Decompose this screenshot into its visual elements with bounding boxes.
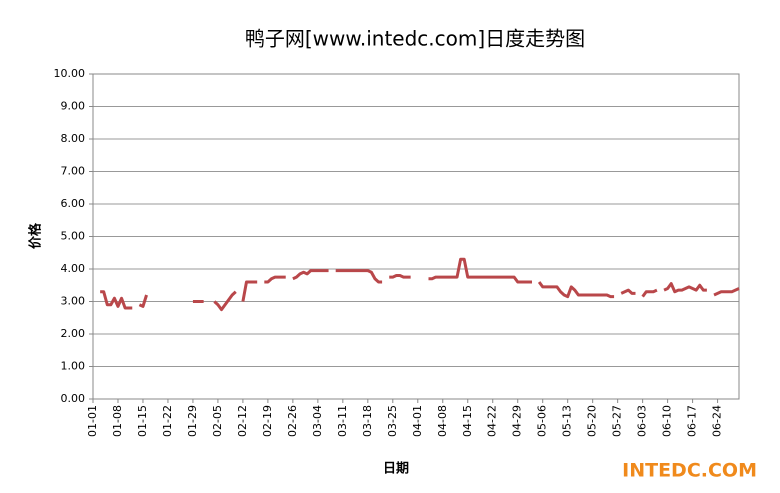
y-axis-title: 价格 bbox=[28, 222, 44, 249]
x-tick-label: 01-15 bbox=[136, 405, 149, 437]
x-tick-label: 04-08 bbox=[436, 405, 449, 437]
x-tick-label: 05-06 bbox=[536, 405, 549, 437]
logo: INTEDC.COM bbox=[622, 460, 757, 482]
y-tick-label: 0.00 bbox=[61, 392, 86, 405]
x-tick-label: 04-29 bbox=[511, 405, 524, 437]
price-line bbox=[537, 281, 615, 299]
y-tick-label: 8.00 bbox=[61, 132, 86, 145]
price-line bbox=[292, 269, 329, 281]
price-line bbox=[138, 294, 148, 308]
y-tick-label: 9.00 bbox=[61, 100, 86, 113]
price-line bbox=[620, 288, 636, 295]
x-tick-label: 01-29 bbox=[186, 405, 199, 437]
price-line bbox=[264, 275, 286, 284]
y-tick-label: 5.00 bbox=[61, 230, 86, 243]
price-line bbox=[713, 287, 740, 297]
x-tick-label: 06-03 bbox=[636, 405, 649, 437]
x-tick-label: 04-22 bbox=[486, 405, 499, 437]
x-tick-label: 05-13 bbox=[561, 405, 574, 437]
x-tick-label: 06-17 bbox=[686, 405, 699, 437]
x-axis-title: 日期 bbox=[383, 462, 409, 477]
price-line bbox=[335, 269, 383, 284]
y-tick-label: 1.00 bbox=[61, 360, 86, 373]
x-tick-label: 01-22 bbox=[161, 405, 174, 437]
price-line bbox=[428, 257, 532, 284]
y-tick-label: 4.00 bbox=[61, 262, 86, 275]
price-line bbox=[100, 290, 133, 310]
x-tick-label: 05-27 bbox=[611, 405, 624, 437]
y-tick-label: 10.00 bbox=[54, 67, 86, 80]
y-tick-label: 3.00 bbox=[61, 295, 86, 308]
x-tick-label: 03-18 bbox=[361, 405, 374, 437]
x-tick-label: 04-01 bbox=[411, 405, 424, 437]
x-tick-label: 03-04 bbox=[311, 405, 324, 437]
x-tick-label: 06-10 bbox=[661, 405, 674, 437]
chart-title: 鸭子网[www.intedc.com]日度走势图 bbox=[245, 27, 585, 51]
x-tick-label: 02-19 bbox=[261, 405, 274, 437]
x-tick-label: 03-11 bbox=[336, 405, 349, 437]
y-tick-label: 6.00 bbox=[61, 197, 86, 210]
x-tick-label: 05-20 bbox=[586, 405, 599, 437]
y-tick-label: 7.00 bbox=[61, 165, 86, 178]
x-tick-label: 02-05 bbox=[211, 405, 224, 437]
x-tick-label: 06-24 bbox=[711, 405, 724, 437]
x-tick-label: 04-15 bbox=[461, 405, 474, 437]
price-line bbox=[663, 282, 707, 294]
x-tick-label: 02-26 bbox=[286, 405, 299, 437]
price-line bbox=[389, 274, 411, 279]
x-tick-label: 02-12 bbox=[236, 405, 249, 437]
plot-border bbox=[92, 73, 740, 400]
price-line bbox=[213, 290, 237, 312]
y-tick-label: 2.00 bbox=[61, 327, 86, 340]
price-line bbox=[641, 288, 658, 298]
x-tick-label: 01-08 bbox=[111, 405, 124, 437]
x-tick-label: 01-01 bbox=[86, 405, 99, 437]
price-line bbox=[241, 280, 258, 302]
x-tick-label: 03-25 bbox=[386, 405, 399, 437]
